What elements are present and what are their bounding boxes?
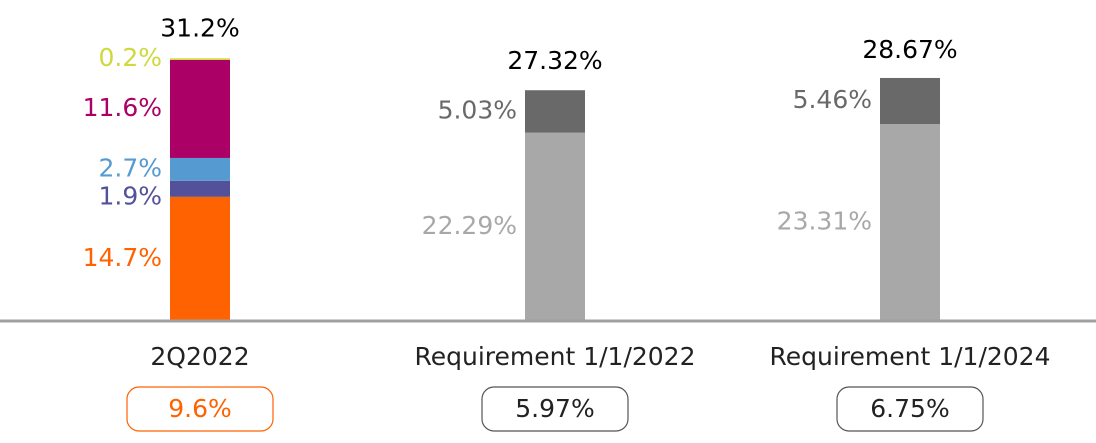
buffer-box xyxy=(836,386,984,432)
buffer-label: 6.75% xyxy=(870,394,949,423)
total-label: 28.67% xyxy=(862,35,957,64)
category-label: 2Q2022 xyxy=(150,342,249,371)
bar-segment xyxy=(170,59,230,158)
bar-segment xyxy=(170,157,230,181)
segment-label: 5.03% xyxy=(438,95,517,124)
segment-label: 23.31% xyxy=(777,207,872,236)
segment-label: 22.29% xyxy=(422,211,517,240)
segment-label: 14.7% xyxy=(83,243,162,272)
bar-segment xyxy=(170,196,230,321)
category-label: Requirement 1/1/2022 xyxy=(414,342,695,371)
bar-segment xyxy=(525,90,585,133)
category-label: Requirement 1/1/2024 xyxy=(769,342,1050,371)
bar-segment xyxy=(880,77,940,125)
segment-label: 0.2% xyxy=(98,43,162,72)
total-label: 31.2% xyxy=(160,13,239,42)
bar-segment xyxy=(880,124,940,321)
buffer-box xyxy=(126,386,274,432)
bar-segment xyxy=(170,58,230,60)
bar-segment xyxy=(525,132,585,321)
total-label: 27.32% xyxy=(507,46,602,75)
segment-label: 11.6% xyxy=(83,93,162,122)
buffer-box xyxy=(481,386,629,432)
buffer-label: 5.97% xyxy=(515,394,594,423)
segment-label: 2.7% xyxy=(98,153,162,182)
buffer-label: 9.6% xyxy=(168,394,232,423)
segment-label: 1.9% xyxy=(98,181,162,210)
segment-label: 5.46% xyxy=(793,85,872,114)
bar-segment xyxy=(170,180,230,197)
